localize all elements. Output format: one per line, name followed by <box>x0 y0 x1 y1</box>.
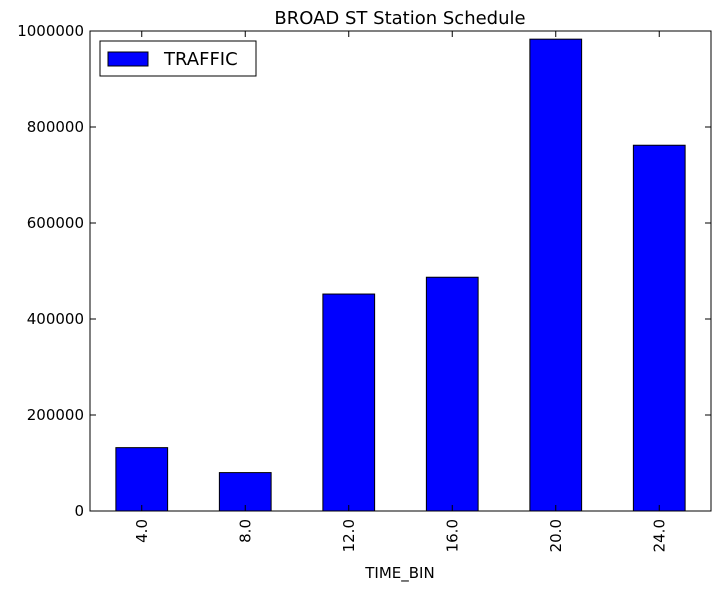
axes-frame <box>89 30 712 512</box>
y-tick-label: 200000 <box>27 406 84 424</box>
x-tick-label: 8.0 <box>236 519 254 543</box>
legend-label: TRAFFIC <box>163 49 238 70</box>
bar-16.0 <box>425 276 479 512</box>
x-tick-label: 24.0 <box>650 519 668 552</box>
plot-area: 0 200000 400000 600000 800000 1000000 4.0 8.0 12… <box>17 22 712 552</box>
y-tick-label: 800000 <box>27 118 84 136</box>
y-tick-label: 0 <box>74 502 84 520</box>
bar-4.0 <box>115 447 169 512</box>
bar-12.0 <box>322 293 376 512</box>
bar-20.0 <box>529 38 583 512</box>
x-tick-label: 12.0 <box>340 519 358 552</box>
x-tick-label: 16.0 <box>443 519 461 552</box>
bar-8.0 <box>218 472 272 512</box>
chart-title: BROAD ST Station Schedule <box>274 8 525 29</box>
x-axis-label: TIME_BIN <box>364 564 434 583</box>
legend-swatch <box>107 51 149 67</box>
x-tick-label: 4.0 <box>133 519 151 543</box>
y-tick-label: 1000000 <box>17 22 84 40</box>
bar-24.0 <box>632 144 686 512</box>
x-tick-label: 20.0 <box>547 519 565 552</box>
y-tick-label: 600000 <box>27 214 84 232</box>
y-tick-label: 400000 <box>27 310 84 328</box>
